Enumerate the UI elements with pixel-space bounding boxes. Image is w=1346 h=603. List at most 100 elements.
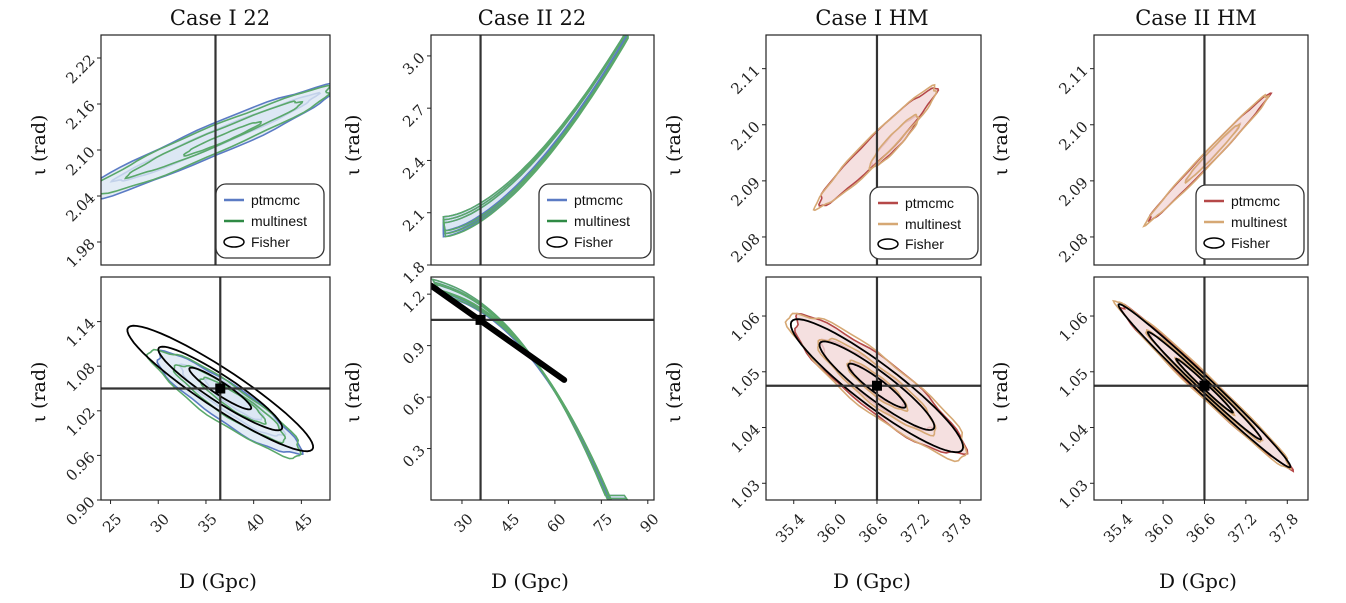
ytick-label: 2.11 bbox=[1055, 62, 1091, 98]
xtick-label: 30 bbox=[450, 510, 476, 536]
ptmcmc-contour-2 bbox=[432, 281, 628, 500]
ptmcmc-contour-1 bbox=[431, 278, 628, 500]
truth-marker bbox=[475, 314, 486, 325]
density-fill bbox=[443, 35, 627, 237]
legend-case-i-hm: ptmcmc multinest Fisher bbox=[869, 186, 979, 260]
fisher-contour-1 bbox=[188, 366, 253, 411]
xtick-label: 45 bbox=[497, 510, 523, 536]
ytick-label: 2.1 bbox=[399, 206, 429, 236]
ytick-label: 1.04 bbox=[1055, 420, 1091, 456]
ptmcmc-contour-2 bbox=[101, 82, 330, 200]
multinest-contour-3 bbox=[1112, 299, 1292, 470]
multinest-contour-2 bbox=[432, 281, 629, 500]
density-fill bbox=[1148, 93, 1272, 222]
ptmcmc-contour-3 bbox=[156, 349, 304, 456]
panel-case-i-hm-bottom: 1.03 1.04 1.05 1.06 35.4 36.0 36.6 37.2 37.8 bbox=[727, 276, 982, 546]
legend-label-ptmcmc: ptmcmc bbox=[251, 192, 300, 208]
legend-marker-fisher bbox=[223, 236, 245, 248]
ytick-label: 1.03 bbox=[1055, 476, 1091, 512]
truth-marker bbox=[215, 383, 226, 394]
plot-area bbox=[812, 83, 940, 212]
legend-case-ii-hm: ptmcmc multinest Fisher bbox=[1195, 184, 1305, 260]
ylabel-case-i-22-bottom: ι (rad) bbox=[28, 362, 50, 423]
ytick-label: 1.2 bbox=[399, 287, 429, 317]
multinest-contour-3 bbox=[784, 312, 968, 463]
ytick-label: 2.08 bbox=[1055, 230, 1091, 266]
axes-frame bbox=[1093, 276, 1309, 501]
multinest-contour-3 bbox=[145, 348, 302, 460]
legend-label-fisher: Fisher bbox=[574, 234, 613, 250]
ylabel-case-i-hm-top: ι (rad) bbox=[663, 115, 685, 176]
title-case-i-hm: Case I HM bbox=[815, 6, 928, 30]
xlabel-case-ii-22: D (Gpc) bbox=[491, 569, 569, 593]
axes-frame bbox=[430, 34, 655, 266]
fisher-contour-3 bbox=[126, 324, 315, 453]
legend-label-ptmcmc: ptmcmc bbox=[905, 195, 954, 211]
ytick-label: 0.3 bbox=[399, 441, 429, 471]
xtick-label: 36.0 bbox=[814, 510, 850, 546]
ytick-label: 1.04 bbox=[727, 420, 763, 456]
legend-label-fisher: Fisher bbox=[1231, 235, 1270, 251]
multinest-contour-1 bbox=[868, 113, 920, 171]
multinest-contour-1 bbox=[846, 359, 909, 413]
ytick-label: 2.22 bbox=[62, 51, 98, 87]
truth-marker bbox=[871, 380, 882, 391]
xlabel-case-i-hm: D (Gpc) bbox=[833, 569, 911, 593]
axes-frame bbox=[100, 276, 331, 501]
ytick-label: 2.10 bbox=[62, 143, 98, 179]
ytick-label: 1.05 bbox=[727, 365, 763, 401]
legend-label-ptmcmc: ptmcmc bbox=[1231, 193, 1280, 209]
xtick-label: 35.4 bbox=[1100, 510, 1136, 546]
legend-case-ii-22: ptmcmc multinest Fisher bbox=[538, 183, 652, 259]
ytick-label: 2.16 bbox=[62, 97, 98, 133]
xtick-label: 36.6 bbox=[855, 510, 891, 546]
density-fill bbox=[432, 279, 628, 500]
multinest-contour-2 bbox=[1145, 329, 1264, 443]
xtick-label: 60 bbox=[543, 510, 569, 536]
xlabel-case-i-22: D (Gpc) bbox=[179, 569, 257, 593]
xtick-label: 37.2 bbox=[1224, 510, 1260, 546]
multinest-contour-1 bbox=[182, 121, 263, 157]
ytick-label: 1.08 bbox=[62, 359, 98, 395]
ytick-label: 2.7 bbox=[399, 101, 429, 131]
fisher-contour-2 bbox=[157, 345, 284, 432]
fisher-contour-2 bbox=[1146, 331, 1263, 441]
ytick-label: 2.10 bbox=[727, 118, 763, 154]
ytick-label: 1.05 bbox=[1055, 365, 1091, 401]
truth-marker bbox=[1199, 380, 1210, 391]
fisher-contour-2 bbox=[818, 340, 936, 431]
title-case-ii-22: Case II 22 bbox=[478, 6, 586, 30]
panel-case-i-22-bottom: 0.90 0.96 1.02 1.08 1.14 25 30 35 40 45 bbox=[62, 276, 331, 536]
legend-marker-fisher bbox=[1203, 237, 1225, 249]
ylabel-case-ii-hm-top: ι (rad) bbox=[990, 115, 1012, 176]
axes-frame bbox=[765, 34, 982, 266]
fisher-contour-3 bbox=[789, 318, 965, 454]
density-fill bbox=[818, 87, 939, 206]
ytick-label: 0.96 bbox=[62, 448, 98, 484]
ytick-label: 1.98 bbox=[62, 235, 98, 271]
xtick-label: 35.4 bbox=[772, 510, 808, 546]
multinest-contour-3 bbox=[101, 84, 330, 195]
ytick-label: 1.8 bbox=[399, 258, 429, 288]
plot-area bbox=[431, 278, 629, 500]
xtick-label: 25 bbox=[99, 510, 125, 536]
legend-marker-fisher bbox=[546, 236, 568, 248]
multinest-contour-2 bbox=[123, 100, 304, 180]
ylabel-case-ii-hm-bottom: ι (rad) bbox=[990, 362, 1012, 423]
xtick-label: 45 bbox=[290, 510, 316, 536]
axes-frame bbox=[765, 276, 982, 501]
ytick-label: 1.14 bbox=[62, 315, 98, 351]
xtick-label: 37.8 bbox=[1266, 510, 1302, 546]
ytick-label: 3.0 bbox=[399, 49, 429, 79]
ytick-label: 2.11 bbox=[727, 62, 763, 98]
ytick-label: 2.08 bbox=[727, 230, 763, 266]
panel-case-ii-hm-bottom: 1.03 1.04 1.05 1.06 35.4 36.0 36.6 37.2 37.8 bbox=[1055, 276, 1309, 546]
ytick-label: 1.02 bbox=[62, 404, 98, 440]
multinest-contour-1 bbox=[1173, 356, 1236, 417]
ytick-label: 1.06 bbox=[727, 309, 763, 345]
ytick-label: 2.04 bbox=[62, 189, 98, 225]
legend-marker-fisher bbox=[877, 238, 899, 250]
fisher-ellipse-degenerate bbox=[431, 282, 568, 383]
ytick-label: 2.10 bbox=[1055, 118, 1091, 154]
ylabel-case-i-22-top: ι (rad) bbox=[28, 115, 50, 176]
